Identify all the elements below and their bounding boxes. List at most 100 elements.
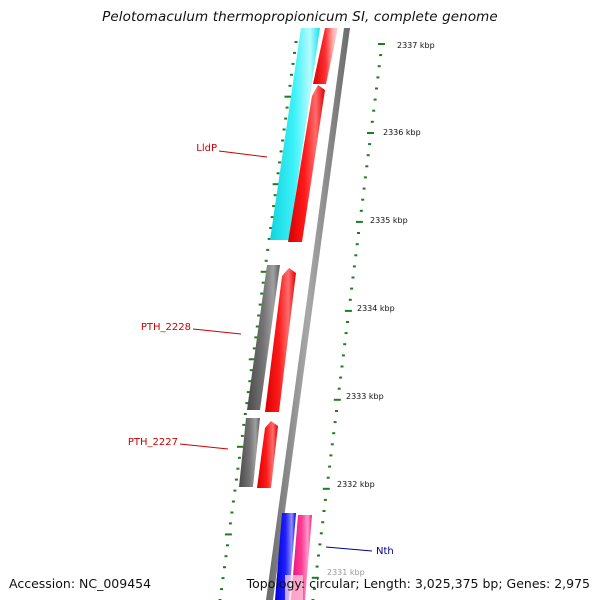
inner-tick-minor	[243, 413, 247, 415]
outer-tick-major	[322, 487, 330, 490]
outer-tick-minor	[379, 54, 383, 57]
inner-tick-major	[224, 533, 232, 536]
inner-tick-minor	[260, 292, 264, 295]
outer-tick-major	[367, 132, 374, 134]
inner-tick-minor	[261, 281, 265, 284]
outer-tick-minor	[372, 109, 376, 112]
inner-tick-minor	[236, 467, 240, 470]
outer-tick-minor	[366, 154, 370, 157]
inner-tick-minor	[230, 511, 234, 514]
outer-tick-minor	[348, 298, 352, 301]
outer-tick-minor	[322, 510, 326, 512]
outer-tick-minor	[329, 454, 333, 457]
outer-tick-minor	[344, 332, 348, 335]
inner-tick-minor	[254, 336, 258, 339]
scale-label-2332: 2332 kbp	[337, 480, 375, 489]
outer-tick-minor	[330, 443, 334, 446]
inner-tick-minor	[220, 588, 223, 591]
outer-tick-minor	[352, 265, 356, 268]
scale-label-2336: 2336 kbp	[383, 128, 421, 137]
nth-gene-pink-light	[285, 575, 303, 600]
gene-label-nth[interactable]: Nth	[376, 546, 394, 557]
gene-label-pth2228[interactable]: PTH_2228	[141, 322, 191, 333]
outer-tick-minor	[351, 276, 355, 279]
outer-tick-minor	[333, 421, 337, 424]
outer-tick-minor	[365, 165, 369, 168]
inner-tick-minor	[270, 216, 274, 219]
inner-tick-minor	[245, 402, 249, 405]
outer-tick-minor	[355, 243, 359, 246]
gene-label-pth2227[interactable]: PTH_2227	[128, 437, 178, 448]
outer-tick-minor	[370, 120, 374, 123]
outer-tick-minor	[343, 343, 347, 346]
outer-tick-minor	[326, 476, 330, 479]
inner-tick-minor	[285, 106, 289, 109]
outer-tick-minor	[339, 376, 343, 379]
scale-label-2334: 2334 kbp	[357, 304, 395, 313]
outer-tick-minor	[354, 254, 358, 257]
lldp-gene[interactable]	[270, 28, 320, 240]
inner-tick-minor	[288, 84, 292, 87]
pth2228-leader-line	[192, 328, 242, 335]
outer-tick-minor	[323, 498, 327, 501]
inner-tick-minor	[228, 522, 232, 525]
pth2228-gene[interactable]	[247, 265, 280, 410]
outer-tick-minor	[315, 565, 319, 568]
inner-tick-minor	[255, 325, 259, 328]
inner-tick-minor	[237, 456, 241, 459]
scale-label-2333: 2333 kbp	[346, 392, 384, 401]
outer-tick-major	[378, 43, 385, 45]
inner-tick-minor	[258, 303, 262, 306]
red-gene-top[interactable]	[313, 28, 338, 84]
inner-tick-minor	[272, 205, 276, 208]
scale-label-2331: 2331 kbp	[327, 568, 365, 577]
outer-tick-minor	[375, 87, 378, 90]
red-gene-lldp-adjacent[interactable]	[288, 85, 325, 242]
outer-tick-major	[311, 576, 319, 579]
scale-ticks-outer	[311, 43, 385, 600]
outer-tick-minor	[359, 209, 363, 212]
topology-footer: Topology: circular; Length: 3,025,375 bp…	[246, 576, 590, 591]
inner-tick-minor	[233, 489, 237, 492]
outer-tick-minor	[319, 532, 323, 535]
inner-tick-minor	[273, 194, 277, 197]
outer-tick-minor	[368, 143, 372, 146]
inner-tick-minor	[281, 139, 285, 142]
inner-tick-minor	[223, 566, 226, 569]
outer-tick-minor	[373, 98, 377, 101]
scale-labels: 2337 kbp 2336 kbp 2335 kbp 2334 kbp 2333…	[327, 41, 435, 577]
inner-tick-minor	[231, 500, 235, 503]
nth-leader-line	[325, 546, 373, 552]
inner-tick-minor	[269, 227, 273, 229]
inner-tick-minor	[226, 544, 229, 547]
map-title: Pelotomaculum thermopropionicum SI, comp…	[102, 9, 498, 25]
red-gene-pth2228-adjacent[interactable]	[265, 268, 296, 412]
outer-tick-minor	[340, 365, 344, 368]
gene-label-lldp[interactable]: LldP	[196, 143, 217, 154]
outer-tick-minor	[335, 410, 338, 412]
inner-tick-minor	[240, 434, 244, 437]
inner-tick-minor	[284, 117, 288, 120]
red-gene-pth2227-adjacent[interactable]	[257, 421, 278, 488]
inner-tick-major	[284, 95, 292, 98]
scale-label-2335: 2335 kbp	[370, 216, 408, 225]
outer-tick-minor	[321, 521, 325, 524]
inner-tick-major	[236, 445, 244, 448]
inner-tick-minor	[282, 128, 286, 131]
inner-tick-minor	[246, 391, 250, 394]
pth2227-leader-line	[179, 443, 229, 450]
pth2227-gene[interactable]	[239, 418, 260, 487]
outer-tick-minor	[328, 465, 332, 468]
inner-tick-minor	[224, 555, 228, 558]
outer-tick-minor	[317, 554, 320, 557]
inner-tick-minor	[252, 347, 256, 350]
outer-tick-minor	[337, 387, 341, 390]
outer-tick-minor	[363, 176, 367, 179]
outer-tick-minor	[332, 432, 336, 435]
inner-tick-minor	[278, 161, 282, 164]
inner-tick-minor	[291, 62, 295, 65]
outer-tick-minor	[362, 187, 366, 190]
outer-tick-minor	[312, 587, 316, 590]
inner-tick-minor	[267, 237, 271, 240]
